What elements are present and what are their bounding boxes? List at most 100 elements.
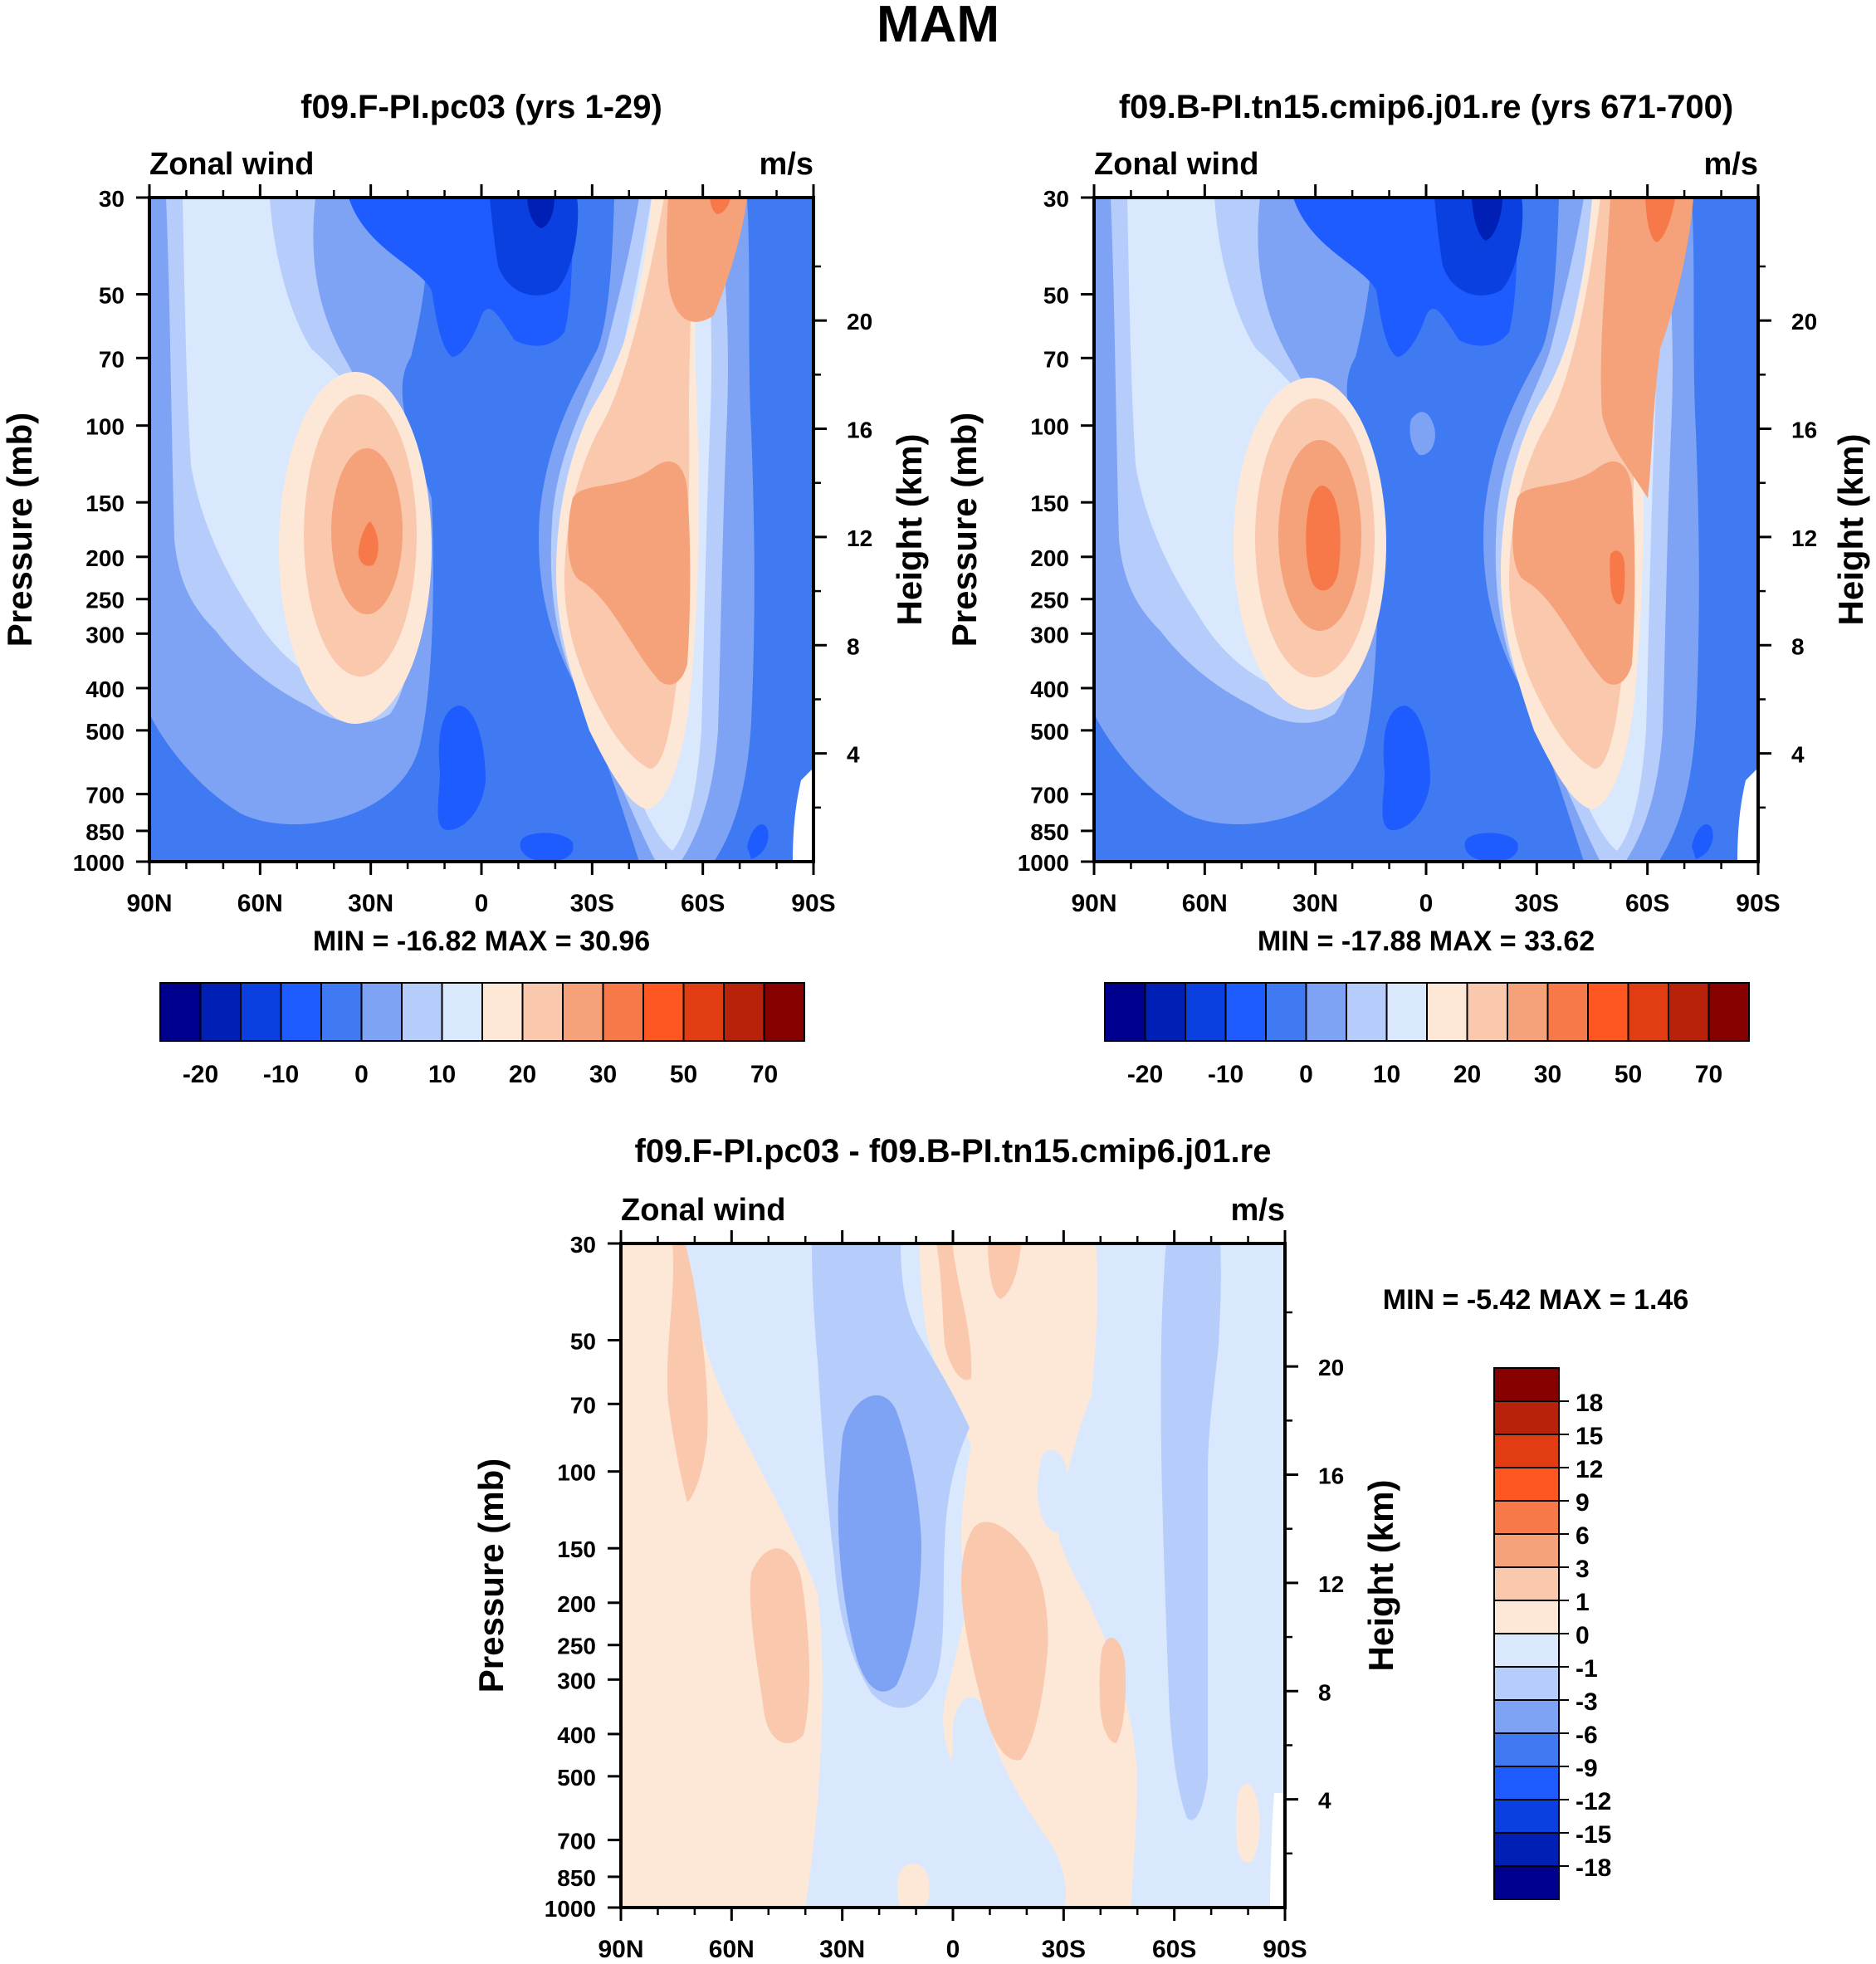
- x-tick-label: 90N: [126, 890, 172, 917]
- colorbar-swatch: [1493, 1367, 1560, 1402]
- y-tick-label: 200: [1030, 545, 1069, 571]
- panel-c-stats: MIN = -5.42 MAX = 1.46: [1383, 1284, 1689, 1316]
- colorbar-swatch: [723, 982, 765, 1042]
- x-tick-label: 60S: [1625, 890, 1669, 917]
- y-right-tick-label: 20: [1791, 309, 1817, 335]
- x-tick-label: 0: [1419, 890, 1434, 917]
- contour-band: [1382, 706, 1430, 830]
- colorbar-tick-label: 10: [428, 1061, 456, 1088]
- contour-band: [1737, 768, 1758, 862]
- y-right-tick-label: 16: [1318, 1463, 1344, 1489]
- contour-band: [1472, 198, 1502, 241]
- contour-band: [793, 768, 813, 862]
- y-tick-label: 1000: [545, 1896, 596, 1922]
- colorbar-swatch: [401, 982, 443, 1042]
- colorbar-swatch: [1265, 982, 1307, 1042]
- panel-c: f09.F-PI.pc03 - f09.B-PI.tn15.cmip6.j01.…: [471, 1133, 1688, 1963]
- colorbar-tick-label: -20: [183, 1061, 218, 1088]
- contour-band: [1464, 833, 1518, 862]
- x-tick-label: 60N: [709, 1936, 755, 1963]
- contour-band: [780, 198, 813, 631]
- colorbar-swatch: [1493, 1600, 1560, 1634]
- y-right-tick-label: 4: [847, 742, 860, 768]
- panel-b-stats: MIN = -17.88 MAX = 33.62: [1258, 926, 1595, 957]
- x-tick-label: 60S: [1152, 1936, 1196, 1963]
- colorbar-tick-label: 20: [1453, 1061, 1481, 1088]
- y-tick-label: 50: [1043, 283, 1069, 309]
- y-tick-label: 500: [85, 719, 125, 745]
- x-tick-label: 30S: [1515, 890, 1559, 917]
- y-right-tick-label: 12: [847, 525, 872, 551]
- contour-band: [1270, 1793, 1285, 1908]
- y-right-tick-label: 12: [1791, 525, 1817, 551]
- contour-band: [710, 198, 730, 214]
- colorbar-tick-label: 10: [1373, 1061, 1400, 1088]
- contour-band: [1725, 198, 1758, 631]
- contour-band: [1038, 1449, 1068, 1532]
- colorbar-swatch: [1493, 1633, 1560, 1668]
- y-tick-label: 300: [1030, 622, 1069, 647]
- x-tick-label: 30N: [1292, 890, 1338, 917]
- colorbar-swatch: [1546, 982, 1589, 1042]
- y-tick-label: 850: [557, 1865, 596, 1891]
- panel-c-axes: 90N 60N 30N 0 30S 60S 90S 30 50 70 100 150 200 250 300…: [545, 1230, 1344, 1963]
- contour-band: [667, 1243, 708, 1502]
- colorbar-swatch: [1493, 1666, 1560, 1701]
- colorbar-swatch: [1493, 1699, 1560, 1734]
- contour-band: [1600, 198, 1693, 498]
- colorbar-tick-label: -10: [1208, 1061, 1243, 1088]
- y-tick-label: 150: [85, 491, 125, 516]
- y-tick-label: 70: [570, 1392, 596, 1418]
- colorbar-swatch: [1493, 1865, 1560, 1900]
- colorbar-swatch: [1507, 982, 1549, 1042]
- contour-band: [896, 1864, 930, 1908]
- panel-b-axes: 90N 60N 30N 0 30S 60S 90S 30 50 70 100 150 200 250 300…: [1018, 184, 1817, 917]
- colorbar-tick-label: 70: [750, 1061, 778, 1088]
- colorbar-tick-label: 0: [1299, 1061, 1313, 1088]
- panel-a-subtitle-left: Zonal wind: [149, 147, 314, 182]
- x-tick-label: 30N: [348, 890, 393, 917]
- contour-band: [358, 521, 379, 566]
- y-tick-label: 70: [99, 346, 125, 372]
- y-tick-label: 850: [85, 819, 125, 845]
- colorbar-swatch: [1346, 982, 1388, 1042]
- y-tick-label: 150: [557, 1537, 596, 1562]
- colorbar-swatch: [1493, 1832, 1560, 1867]
- colorbar-swatch: [1224, 982, 1267, 1042]
- y-right-tick-label: 4: [1791, 742, 1805, 768]
- y-tick-label: 30: [570, 1232, 596, 1258]
- x-tick-label: 90N: [1071, 890, 1116, 917]
- colorbar-swatch: [1493, 1400, 1560, 1435]
- x-tick-label: 30N: [819, 1936, 865, 1963]
- colorbar-tick-label: -20: [1127, 1061, 1163, 1088]
- colorbar-tick-label: 15: [1576, 1423, 1603, 1450]
- y-tick-label: 700: [85, 783, 125, 809]
- x-tick-label: 0: [475, 890, 489, 917]
- colorbar-tick-label: -10: [263, 1061, 299, 1088]
- x-tick-label: 60N: [1182, 890, 1228, 917]
- panel-b-colorbar: -20 -10 0 10 20 30 50 70: [1104, 982, 1750, 1088]
- x-tick-label: 60S: [681, 890, 725, 917]
- panel-b-ylabel: Pressure (mb): [945, 413, 984, 647]
- panel-a-colorbar: -20 -10 0 10 20 30 50 70: [159, 982, 805, 1088]
- colorbar-tick-label: 3: [1576, 1556, 1590, 1583]
- colorbar-tick-label: 30: [589, 1061, 617, 1088]
- contour-band: [568, 461, 691, 685]
- colorbar-swatch: [1493, 1766, 1560, 1800]
- y-right-tick-label: 20: [847, 309, 872, 335]
- y-tick-label: 500: [1030, 719, 1069, 745]
- colorbar-tick-label: 30: [1534, 1061, 1561, 1088]
- x-tick-label: 30S: [1042, 1936, 1086, 1963]
- colorbar-swatch: [240, 982, 282, 1042]
- x-tick-label: 90S: [1736, 890, 1780, 917]
- panel-a-ylabel-right: Height (km): [890, 434, 929, 626]
- panel-c-title: f09.F-PI.pc03 - f09.B-PI.tn15.cmip6.j01.…: [635, 1133, 1272, 1170]
- contour-band: [938, 1697, 1067, 1908]
- x-tick-label: 90S: [1263, 1936, 1307, 1963]
- y-tick-label: 100: [557, 1460, 596, 1486]
- y-right-tick-label: 4: [1318, 1788, 1331, 1814]
- colorbar-tick-label: 0: [1576, 1622, 1590, 1649]
- colorbar-swatch: [1493, 1533, 1560, 1568]
- y-tick-label: 400: [1030, 677, 1069, 702]
- panel-a-title: f09.F-PI.pc03 (yrs 1-29): [300, 89, 662, 125]
